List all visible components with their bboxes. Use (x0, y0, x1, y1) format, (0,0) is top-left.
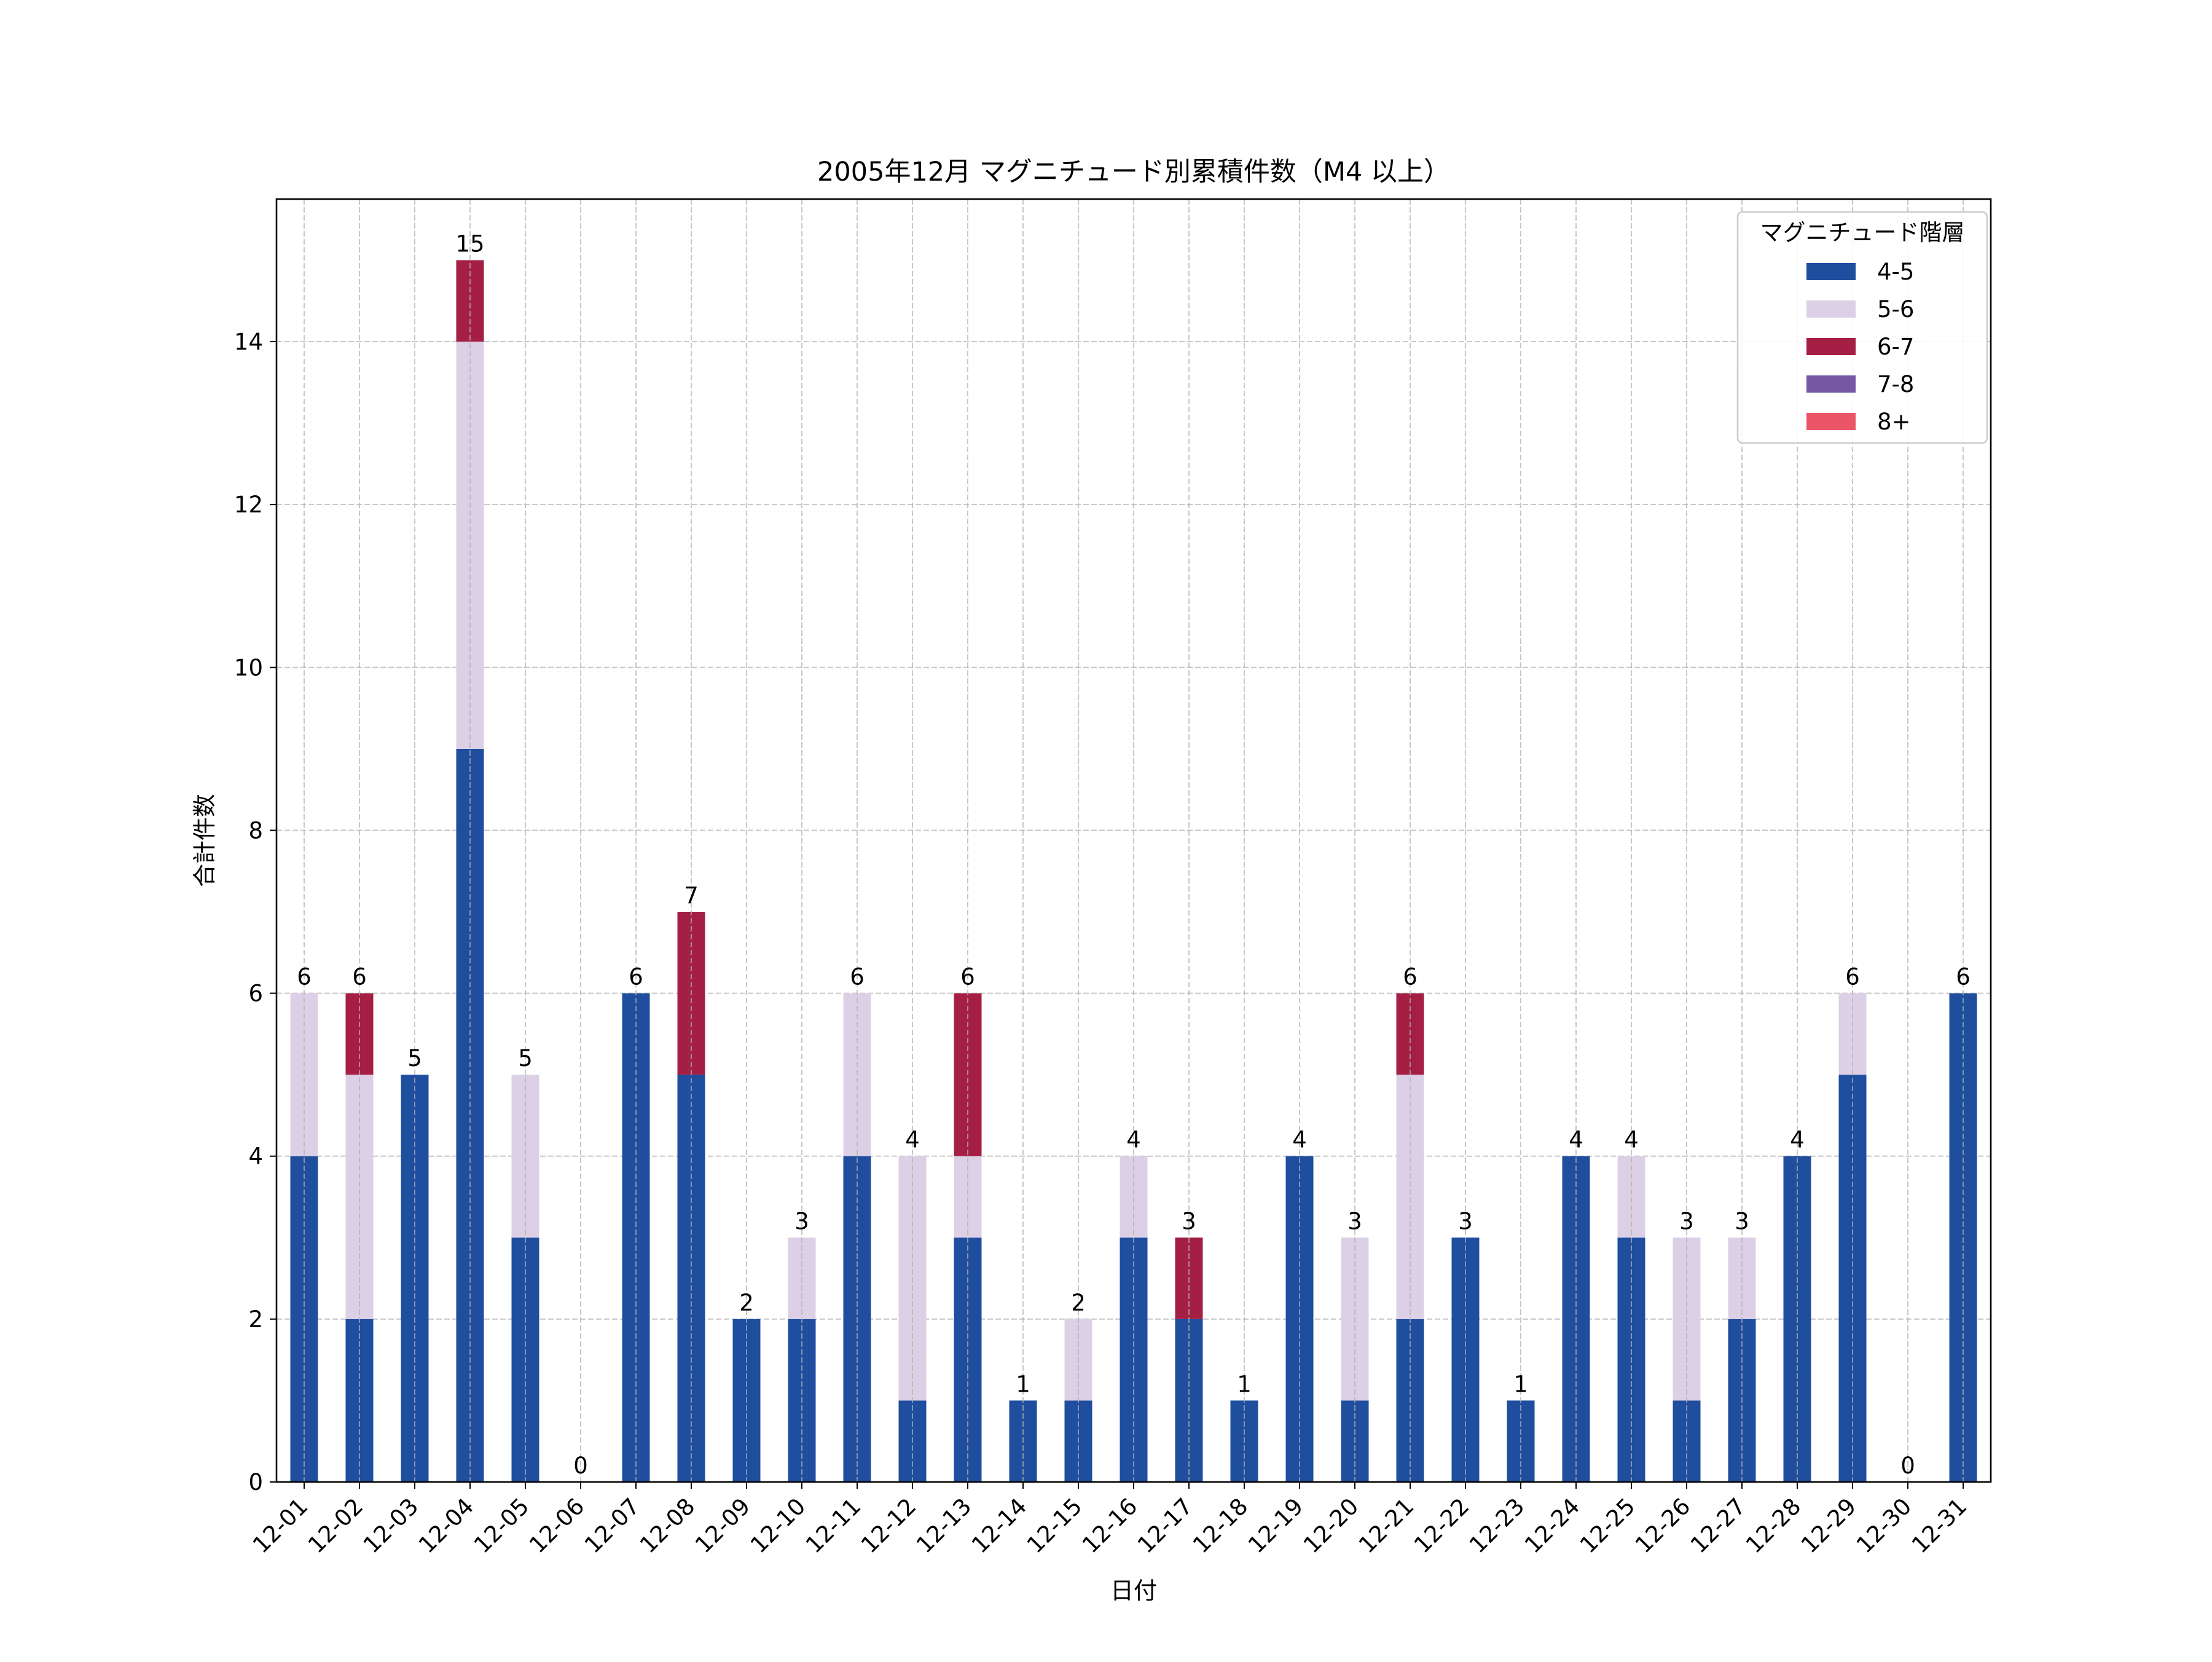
y-tick-label: 0 (248, 1469, 263, 1495)
y-tick-label: 14 (234, 329, 263, 355)
legend-label-7-8: 7-8 (1877, 371, 1914, 398)
y-tick-label: 6 (248, 981, 263, 1007)
bar-total-label: 7 (684, 882, 699, 909)
bar-total-label: 2 (1071, 1290, 1086, 1316)
bar-total-label: 1 (1237, 1371, 1252, 1397)
y-axis-label: 合計件数 (191, 794, 218, 887)
legend-swatch-7-8 (1806, 375, 1856, 393)
bar-total-label: 2 (739, 1290, 754, 1316)
bar-total-label: 1 (1513, 1371, 1528, 1397)
legend-swatch-8+ (1806, 413, 1856, 430)
bar-total-label: 3 (1182, 1208, 1196, 1234)
y-tick-label: 2 (248, 1306, 263, 1333)
bar-total-label: 3 (1458, 1208, 1473, 1234)
bar-total-label: 6 (352, 964, 367, 990)
legend-swatch-6-7 (1806, 338, 1856, 355)
bar-total-label: 6 (1403, 964, 1418, 990)
chart-title: 2005年12月 マグニチュード別累積件数（M4 以上） (817, 157, 1450, 187)
bar-total-label: 4 (905, 1127, 920, 1153)
bar-total-label: 6 (1956, 964, 1971, 990)
data-labels-layer: 6 6 5 15 5 0 6 7 2 3 6 4 6 1 2 4 3 1 4 3 6 3 1 4 4 3 3 4 6 0 6 (297, 199, 1971, 1482)
bar-total-label: 4 (1624, 1127, 1639, 1153)
bar-total-label: 6 (960, 964, 975, 990)
legend-swatch-4-5 (1806, 263, 1856, 280)
bar-total-label: 0 (1900, 1452, 1915, 1479)
bar-total-label: 3 (1735, 1208, 1749, 1234)
bar-total-label: 4 (1790, 1127, 1805, 1153)
legend-swatch-5-6 (1806, 300, 1856, 318)
legend-box (1736, 211, 1988, 444)
bar-total-label: 6 (297, 964, 312, 990)
bar-total-label: 4 (1292, 1127, 1307, 1153)
legend: マグニチュード階層 4-5 5-6 6-7 7-8 8+ (1736, 211, 1988, 444)
legend-title: マグニチュード階層 (1760, 219, 1965, 246)
bar-total-label: 4 (1126, 1127, 1141, 1153)
y-tick-label: 10 (234, 654, 263, 681)
bar-total-label: 15 (455, 230, 484, 257)
bar-total-label: 6 (629, 964, 643, 990)
bar-total-label: 5 (518, 1045, 533, 1072)
bar-total-label: 4 (1569, 1127, 1583, 1153)
bar-total-label: 6 (850, 964, 865, 990)
bar-total-label: 3 (1347, 1208, 1362, 1234)
legend-items: 4-5 5-6 6-7 7-8 8+ (1806, 259, 1914, 435)
y-tick-label: 12 (234, 492, 263, 518)
bar-total-label: 6 (1845, 964, 1860, 990)
bar-total-label: 3 (1679, 1208, 1694, 1234)
bar-total-label: 0 (573, 1452, 588, 1479)
y-tick-label: 8 (248, 817, 263, 844)
legend-label-4-5: 4-5 (1877, 259, 1914, 285)
legend-label-6-7: 6-7 (1877, 334, 1914, 360)
bar-total-label: 1 (1016, 1371, 1030, 1397)
x-axis-label: 日付 (1110, 1577, 1157, 1604)
y-tick-label: 4 (248, 1143, 263, 1170)
legend-label-8+: 8+ (1877, 409, 1911, 435)
bar-total-label: 5 (407, 1045, 422, 1072)
legend-label-5-6: 5-6 (1877, 296, 1914, 323)
bar-total-label: 3 (794, 1208, 809, 1234)
